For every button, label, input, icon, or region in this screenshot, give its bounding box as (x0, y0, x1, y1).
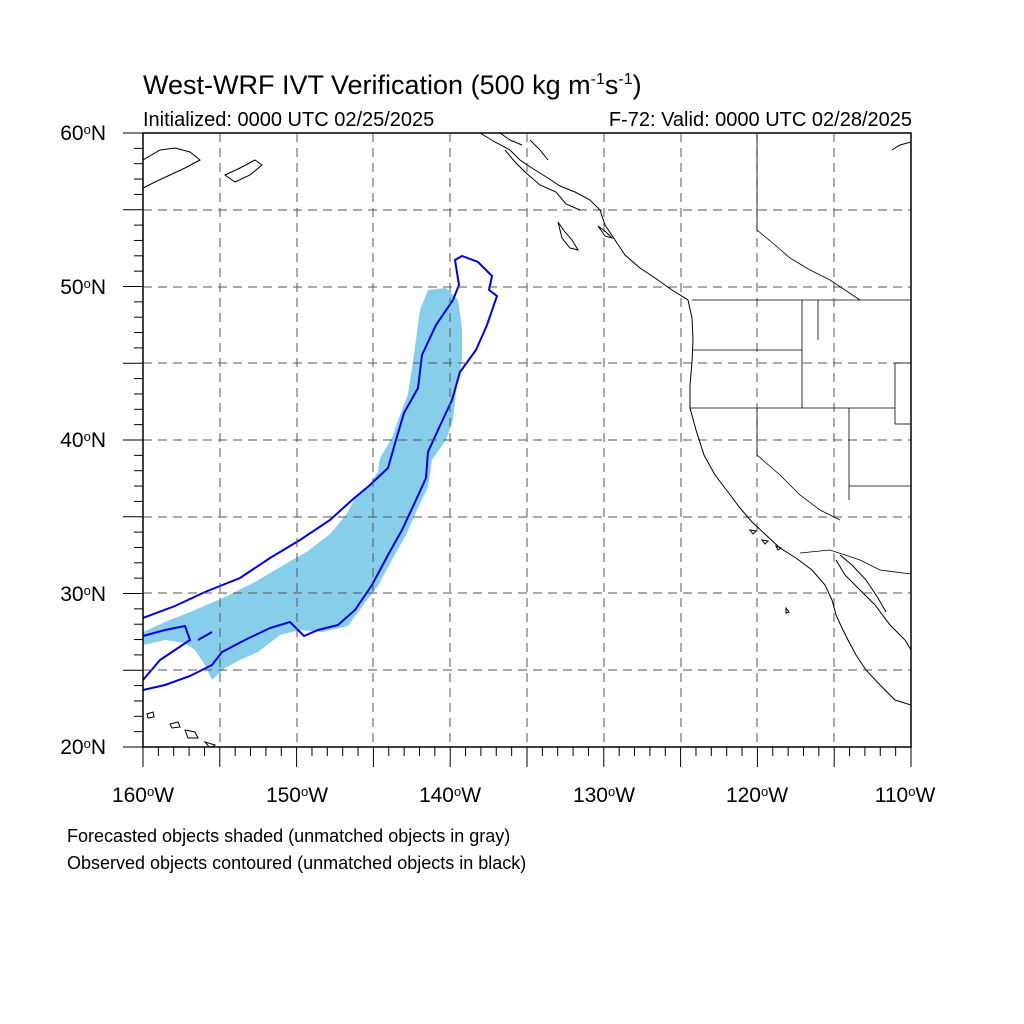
lat-label-40: 40oN (60, 429, 106, 452)
map-title: West-WRF IVT Verification (500 kg m-1s-1… (143, 70, 642, 100)
valid-time: F-72: Valid: 0000 UTC 02/28/2025 (608, 109, 912, 131)
graticule (143, 133, 911, 747)
lon-label-160: 160oW (111, 784, 175, 807)
lat-label-60: 60oN (60, 122, 106, 145)
lon-label-150: 150oW (265, 784, 329, 807)
coastlines (143, 133, 911, 747)
lat-label-20: 20oN (60, 736, 106, 759)
lon-label-130: 130oW (572, 784, 636, 807)
legend-forecast-note: Forecasted objects shaded (unmatched obj… (67, 826, 511, 846)
lon-label-110: 110oW (874, 784, 936, 807)
lat-label-50: 50oN (60, 276, 106, 299)
lon-label-120: 120oW (725, 784, 789, 807)
observed-ivt-small-segment (197, 631, 213, 641)
initialized-time: Initialized: 0000 UTC 02/25/2025 (143, 109, 435, 131)
borders (690, 133, 911, 575)
observed-ivt-contour-inner (143, 624, 192, 681)
axis-ticks (123, 132, 912, 767)
legend-observed-note: Observed objects contoured (unmatched ob… (67, 853, 527, 873)
lat-label-30: 30oN (60, 583, 106, 606)
forecast-ivt-object (143, 288, 462, 680)
lon-label-140: 140oW (418, 784, 482, 807)
